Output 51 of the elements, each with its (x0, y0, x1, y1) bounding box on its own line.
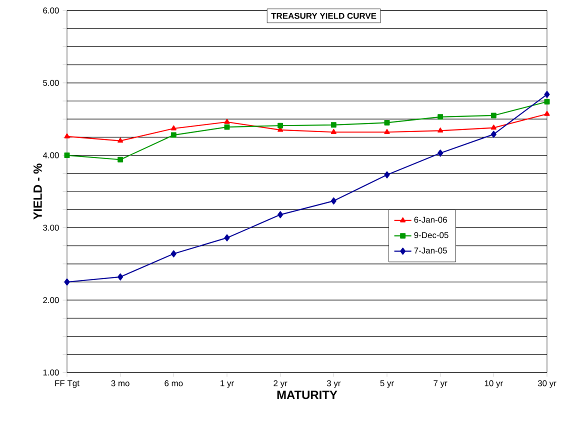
point (490, 130, 496, 138)
point (330, 197, 336, 204)
point (490, 112, 496, 118)
point (64, 152, 70, 158)
y-tick-label: 5.00 (43, 80, 59, 86)
y-tick-label: 1.00 (43, 370, 59, 376)
point (64, 278, 70, 286)
point (330, 122, 336, 128)
x-tick-label: 5 yr (380, 380, 394, 388)
point (384, 128, 390, 134)
x-tick-label: 6 mo (164, 380, 183, 386)
y-tick-label: 4.00 (42, 152, 59, 158)
point (544, 90, 550, 98)
point (170, 125, 176, 130)
point (118, 156, 124, 162)
point (118, 273, 124, 280)
x-tick-label: 10 yr (484, 380, 503, 388)
y-tick-label: 3.00 (43, 224, 59, 231)
legend-label: 9-Dec-05 (414, 232, 448, 238)
y-axis-title: YIELD - % (33, 164, 42, 220)
point (384, 120, 390, 126)
point (170, 132, 176, 138)
point (438, 114, 444, 120)
point (278, 122, 284, 128)
y-tick-label: 2.00 (43, 297, 59, 304)
point (224, 124, 230, 130)
point (438, 128, 444, 133)
point (330, 128, 336, 134)
x-tick-label: 30 yr (538, 380, 556, 388)
x-tick-label: 3 mo (111, 380, 130, 386)
y-tick-label: 6.00 (43, 8, 59, 14)
x-tick-label: 1 yr (220, 380, 234, 388)
chart-title: TREASURY YIELD CURVE (271, 12, 376, 19)
x-tick-label: 7 yr (434, 380, 448, 388)
legend-label: 7-Jan-05 (414, 248, 447, 254)
point (544, 98, 550, 104)
point (64, 133, 70, 138)
point (384, 171, 390, 178)
point (170, 250, 176, 258)
point (490, 124, 496, 130)
point (544, 110, 550, 116)
x-tick-label: FF Tgt (55, 380, 80, 388)
x-tick-label: 3 yr (326, 380, 341, 388)
point (278, 211, 284, 218)
point (118, 138, 124, 143)
point (224, 118, 230, 124)
x-axis-title: MATURITY (277, 390, 338, 400)
legend-label: 6-Jan-06 (414, 216, 447, 223)
point (438, 150, 444, 157)
point (224, 234, 230, 242)
x-tick-label: 2 yr (274, 380, 288, 388)
